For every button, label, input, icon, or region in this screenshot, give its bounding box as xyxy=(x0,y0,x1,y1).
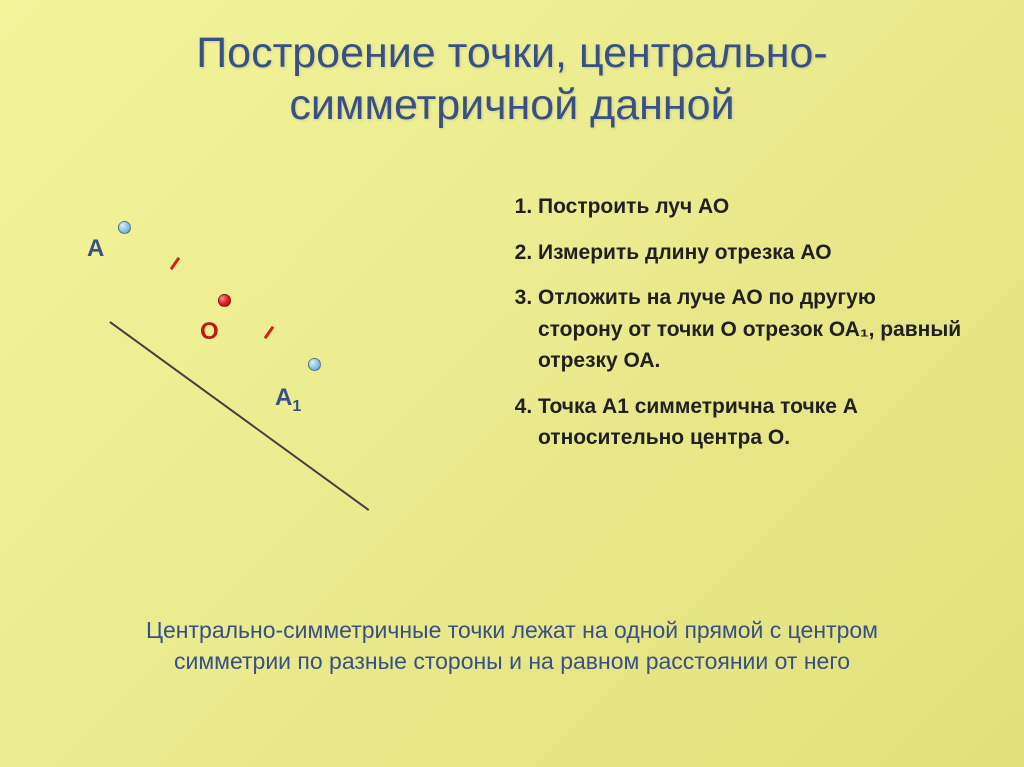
point-o xyxy=(218,294,231,307)
tick-mark-1 xyxy=(170,257,180,270)
step-2: Измерить длину отрезка АО xyxy=(538,237,964,269)
label-a1: А1 xyxy=(275,384,301,416)
label-o: О xyxy=(200,318,219,346)
title-line-2: симметричной данной xyxy=(289,81,734,129)
footnote-line-2: симметрии по разные стороны и на равном … xyxy=(174,648,850,674)
step-4: Точка А1 симметрична точке А относительн… xyxy=(538,391,964,454)
ray-line xyxy=(110,321,370,510)
step-3: Отложить на луче АО по другую сторону от… xyxy=(538,282,964,377)
footnote: Центрально-симметричные точки лежат на о… xyxy=(0,615,1024,677)
footnote-line-1: Центрально-симметричные точки лежат на о… xyxy=(146,617,878,643)
symmetry-diagram: А О А1 xyxy=(40,191,480,491)
label-a: А xyxy=(87,235,104,263)
point-a xyxy=(118,221,131,234)
step-1: Построить луч АО xyxy=(538,191,964,223)
steps-list: Построить луч АО Измерить длину отрезка … xyxy=(510,191,984,491)
tick-mark-2 xyxy=(264,326,274,339)
content-row: А О А1 Построить луч АО Измерить длину о… xyxy=(0,191,1024,491)
title-line-1: Построение точки, центрально- xyxy=(196,29,828,77)
slide-title: Построение точки, центрально- симметричн… xyxy=(0,0,1024,131)
point-a1 xyxy=(308,358,321,371)
